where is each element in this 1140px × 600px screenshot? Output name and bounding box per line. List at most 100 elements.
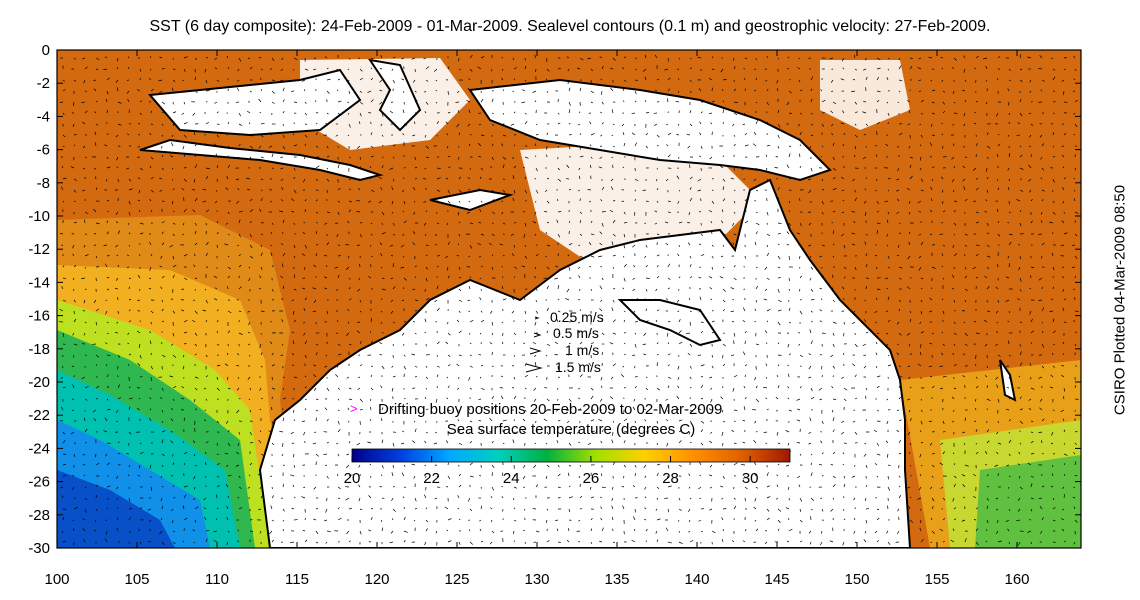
velocity-arrow [854, 68, 858, 71]
velocity-arrow [326, 167, 329, 170]
velocity-arrow [1016, 199, 1021, 202]
velocity-arrow [1018, 475, 1021, 479]
velocity-arrow [653, 123, 658, 126]
velocity-arrow [216, 244, 218, 248]
velocity-arrow [975, 55, 979, 59]
velocity-arrow [491, 211, 496, 215]
velocity-arrow [205, 143, 207, 147]
velocity-arrow [501, 286, 504, 290]
velocity-arrow [962, 353, 966, 356]
velocity-arrow [260, 122, 265, 125]
velocity-arrow [688, 530, 691, 533]
velocity-arrow [479, 176, 482, 180]
velocity-arrow [931, 385, 935, 389]
map-title: SST (6 day composite): 24-Feb-2009 - 01-… [149, 18, 991, 35]
velocity-arrow [576, 530, 581, 532]
velocity-arrow [380, 55, 383, 59]
velocity-arrow [820, 541, 823, 546]
velocity-arrow [1063, 387, 1066, 392]
velocity-arrow [887, 319, 891, 323]
velocity-arrow [876, 76, 880, 81]
velocity-arrow [986, 365, 988, 369]
velocity-arrow [876, 57, 881, 61]
velocity-arrow [854, 541, 857, 544]
velocity-arrow [909, 418, 912, 422]
velocity-arrow [280, 199, 284, 202]
velocity-arrow [105, 342, 108, 345]
velocity-arrow [271, 442, 275, 446]
velocity-arrow [1030, 387, 1035, 390]
velocity-arrow [809, 329, 812, 334]
velocity-arrow [149, 331, 152, 334]
velocity-arrow [533, 398, 537, 402]
velocity-legend-label: 1.5 m/s [555, 359, 601, 375]
velocity-arrow [928, 420, 933, 422]
velocity-arrow [356, 288, 361, 292]
y-tick-label: -24 [28, 440, 50, 457]
velocity-arrow [304, 199, 307, 202]
x-tick-label: 160 [1004, 571, 1029, 588]
velocity-arrow [381, 288, 386, 291]
velocity-arrow [985, 464, 988, 466]
velocity-arrow [423, 222, 427, 226]
velocity-arrow [744, 57, 748, 60]
velocity-arrow [743, 77, 746, 81]
velocity-arrow [962, 484, 966, 488]
velocity-arrow [425, 431, 428, 434]
velocity-arrow [468, 109, 471, 114]
velocity-arrow [862, 68, 867, 71]
velocity-arrow [1017, 497, 1021, 501]
velocity-arrow [885, 332, 889, 335]
velocity-arrow [832, 398, 837, 400]
velocity-arrow [821, 508, 824, 512]
velocity-arrow [543, 418, 548, 422]
velocity-arrow [401, 332, 405, 336]
velocity-arrow [249, 221, 252, 224]
velocity-arrow [248, 266, 251, 269]
velocity-arrow [380, 187, 383, 191]
velocity-arrow [512, 57, 515, 61]
velocity-arrow [907, 286, 911, 290]
velocity-arrow [699, 155, 702, 158]
velocity-arrow [182, 79, 185, 82]
velocity-arrow [689, 497, 692, 500]
velocity-arrow [436, 121, 439, 125]
velocity-arrow [699, 132, 702, 136]
velocity-arrow [832, 299, 835, 303]
velocity-arrow [579, 133, 582, 136]
velocity-arrow [171, 343, 174, 346]
velocity-arrow [634, 100, 637, 103]
velocity-arrow [194, 332, 198, 336]
velocity-arrow [920, 508, 922, 511]
velocity-arrow [238, 486, 242, 489]
velocity-arrow [1008, 79, 1011, 82]
velocity-arrow [379, 486, 383, 488]
velocity-arrow [831, 386, 834, 389]
velocity-arrow [875, 321, 878, 324]
velocity-arrow [161, 505, 163, 510]
velocity-arrow [776, 431, 779, 436]
velocity-arrow [545, 409, 548, 413]
velocity-arrow [423, 200, 427, 204]
velocity-arrow [293, 101, 298, 103]
velocity-arrow [302, 231, 306, 235]
velocity-arrow [457, 90, 460, 94]
velocity-arrow [425, 528, 428, 532]
velocity-arrow [71, 365, 75, 368]
y-tick-label: -4 [37, 108, 50, 125]
velocity-arrow [842, 110, 845, 114]
velocity-arrow [535, 167, 538, 172]
velocity-arrow [380, 266, 383, 269]
velocity-arrow [106, 485, 111, 488]
velocity-arrow [1018, 244, 1021, 246]
velocity-arrow [953, 483, 956, 488]
velocity-arrow [896, 429, 900, 433]
velocity-arrow [389, 167, 394, 170]
velocity-arrow [953, 507, 956, 510]
velocity-arrow [919, 430, 922, 433]
velocity-arrow [722, 122, 724, 125]
velocity-arrow [599, 285, 603, 290]
velocity-arrow [931, 506, 934, 510]
velocity-arrow [260, 189, 263, 191]
velocity-arrow [535, 123, 538, 126]
